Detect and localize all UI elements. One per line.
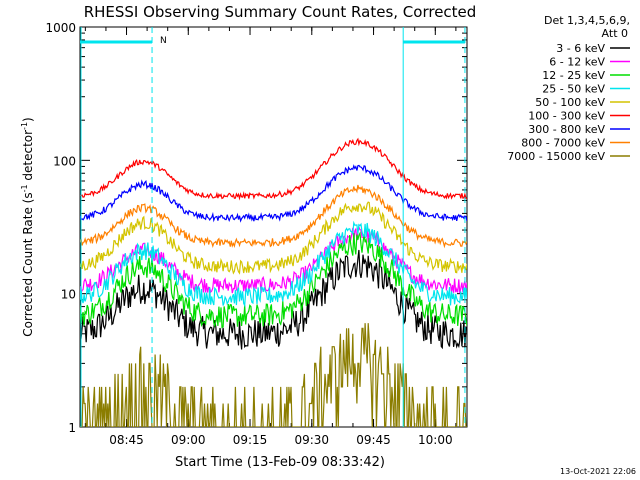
y-label-sup1: -1 (20, 184, 29, 192)
night-marker-label: N (160, 36, 167, 46)
legend-label-0: 3 - 6 keV (556, 42, 605, 55)
x-tick-label: 09:15 (233, 433, 268, 447)
y-label-main: Corrected Count Rate (s (21, 192, 35, 336)
series-line-8 (80, 323, 467, 427)
legend-label-8: 7000 - 15000 keV (507, 150, 605, 163)
y-tick-label: 1000 (45, 21, 76, 35)
x-axis-label: Start Time (13-Feb-09 08:33:42) (175, 455, 385, 470)
legend-label-3: 25 - 50 keV (542, 83, 605, 96)
legend-label-7: 800 - 7000 keV (521, 137, 605, 150)
legend-label-4: 50 - 100 keV (535, 96, 605, 109)
y-tick-label: 1 (68, 421, 76, 435)
series-line-3 (80, 220, 467, 308)
x-tick-label: 09:00 (171, 433, 206, 447)
x-tick-label: 10:00 (418, 433, 453, 447)
series-line-7 (80, 184, 467, 249)
legend-label-5: 100 - 300 keV (528, 110, 605, 123)
night-markers: N (80, 27, 466, 427)
legend-label-2: 12 - 25 keV (542, 69, 605, 82)
series-line-6 (80, 164, 467, 223)
legend-header-2: Att 0 (602, 27, 628, 40)
axis-ticks: 1 10 100 1000 08:45 09:00 09:15 09:30 09:45 10:00 (45, 21, 467, 447)
series-layer (80, 137, 467, 427)
series-line-0 (80, 249, 467, 350)
x-tick-label: 09:45 (356, 433, 391, 447)
y-label-sup2: -1 (20, 122, 29, 130)
x-tick-label: 08:45 (109, 433, 144, 447)
y-axis-label: Corrected Count Rate (s-1 detector-1) (20, 117, 35, 336)
y-tick-label: 100 (53, 154, 76, 168)
timestamp: 13-Oct-2021 22:06 (560, 467, 636, 476)
legend-label-6: 300 - 800 keV (528, 123, 605, 136)
y-label-end: ) (21, 117, 35, 122)
x-tick-label: 09:30 (294, 433, 329, 447)
legend-label-1: 6 - 12 keV (549, 56, 605, 69)
chart-title: RHESSI Observing Summary Count Rates, Co… (84, 3, 477, 21)
series-line-5 (80, 137, 467, 201)
series-line-2 (80, 231, 467, 329)
y-tick-label: 10 (61, 288, 76, 302)
series-line-1 (80, 225, 467, 295)
series-line-4 (80, 201, 467, 275)
legend-header: Det 1,3,4,5,6,9, (544, 14, 630, 27)
y-label-mid: detector (21, 130, 35, 185)
